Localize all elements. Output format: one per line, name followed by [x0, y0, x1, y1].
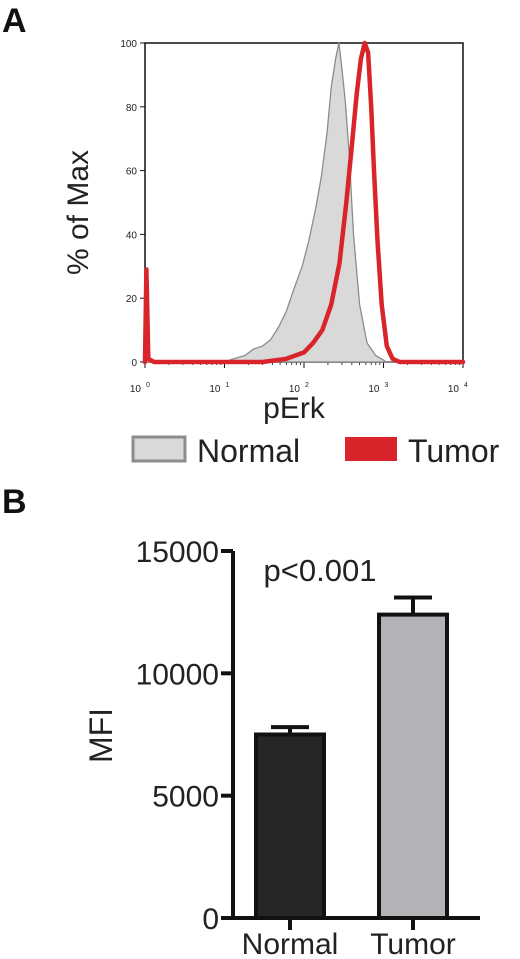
x-tick-label: Normal: [242, 928, 339, 959]
x-tick-label: Tumor: [370, 928, 456, 959]
y-tick-label: 0: [131, 358, 137, 369]
panel-a-label: A: [2, 2, 27, 40]
x-tick-exponent: 0: [146, 382, 150, 389]
y-tick-label: 40: [126, 230, 138, 241]
y-axis-title: MFI: [83, 708, 119, 763]
y-tick-label: 20: [126, 294, 138, 305]
x-tick-exponent: 2: [305, 382, 309, 389]
tumor-histogram: [142, 40, 466, 365]
x-axis-title: pErk: [263, 392, 326, 425]
legend-tumor-swatch: [345, 437, 397, 461]
bar-chart: 0 5000 10000 15000 Normal Tumor p<0.001 MFI: [83, 536, 480, 959]
x-tick-exponent: 1: [226, 382, 230, 389]
x-tick-label: 10: [289, 384, 301, 395]
y-tick-label: 100: [120, 39, 137, 50]
x-tick-exponent: 3: [385, 382, 389, 389]
legend-tumor-label: Tumor: [408, 433, 500, 469]
normal-histogram: [144, 42, 464, 363]
bar-normal: [254, 732, 326, 920]
p-value-annotation: p<0.001: [264, 553, 377, 588]
legend-normal-label: Normal: [197, 433, 300, 469]
x-tick-exponent: 4: [464, 382, 468, 389]
x-tick-label: 10: [448, 384, 460, 395]
y-tick-label: 60: [126, 167, 138, 178]
x-tick-label: 10: [130, 384, 142, 395]
legend-normal-swatch: [131, 435, 187, 463]
x-tick-label: 10: [368, 384, 380, 395]
y-tick-label: 80: [126, 103, 138, 114]
y-tick-label: 10000: [136, 658, 219, 691]
legend: Normal Tumor: [131, 433, 500, 469]
x-tick-label: 10: [209, 384, 221, 395]
panel-b-label: B: [2, 483, 27, 521]
y-tick-label: 15000: [136, 536, 219, 569]
bar-tumor: [377, 612, 449, 920]
y-axis-title: % of Max: [62, 150, 95, 275]
y-tick-label: 0: [202, 903, 219, 936]
y-tick-label: 5000: [152, 781, 219, 814]
